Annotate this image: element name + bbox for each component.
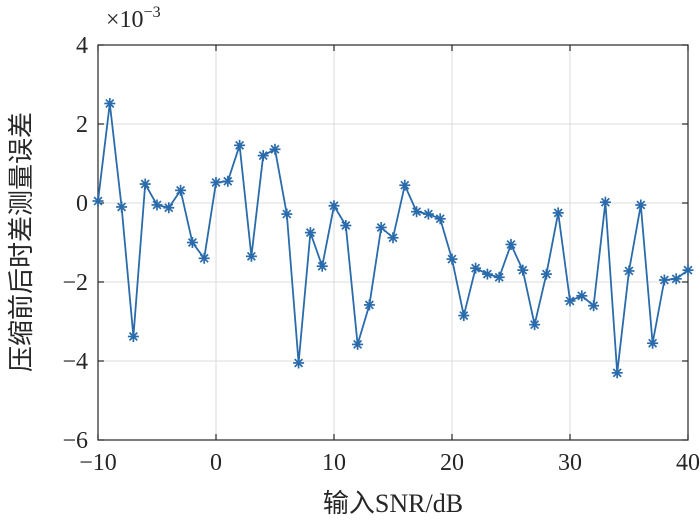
data-point-marker — [552, 207, 564, 219]
data-point-marker — [340, 220, 352, 232]
y-tick-label: 0 — [76, 191, 88, 217]
data-point-marker — [505, 238, 517, 250]
y-tick-label: 2 — [76, 112, 88, 138]
data-point-marker — [411, 206, 423, 218]
grid-lines — [98, 45, 688, 440]
data-point-marker — [375, 221, 387, 233]
data-point-marker — [434, 213, 446, 225]
data-point-marker — [175, 184, 187, 196]
data-point-marker — [316, 260, 328, 272]
tick-labels: −10 0 10 20 30 40 −6 −4 −2 0 2 4 — [62, 33, 700, 476]
data-point-marker — [635, 199, 647, 211]
data-point-marker — [564, 295, 576, 307]
data-point-marker — [387, 232, 399, 244]
x-tick-label: 30 — [558, 450, 582, 476]
data-point-marker — [163, 202, 175, 214]
data-point-marker — [186, 237, 198, 248]
data-point-marker — [281, 208, 293, 220]
data-point-marker — [234, 139, 246, 151]
data-point-marker — [658, 274, 670, 286]
data-point-marker — [599, 196, 611, 208]
y-tick-label: 4 — [76, 33, 88, 59]
data-point-marker — [116, 201, 128, 213]
data-point-marker — [481, 268, 493, 280]
y-exponent-power: −3 — [144, 4, 161, 21]
data-point-marker — [352, 338, 364, 350]
data-point-marker — [245, 250, 257, 262]
data-point-marker — [399, 179, 411, 191]
data-point-marker — [647, 337, 659, 349]
data-point-marker — [210, 176, 222, 188]
data-point-marker — [670, 273, 682, 285]
series-group — [92, 97, 694, 379]
x-tick-label: 40 — [676, 450, 700, 476]
data-point-marker — [328, 200, 340, 212]
data-point-marker — [363, 299, 375, 311]
y-exponent: ×10−3 — [106, 4, 161, 33]
data-point-marker — [540, 268, 552, 280]
data-point-marker — [92, 195, 104, 207]
data-point-marker — [104, 97, 116, 109]
data-point-marker — [576, 290, 588, 302]
data-point-marker — [139, 178, 151, 190]
y-axis-label: 压缩前后时差测量误差 — [7, 112, 36, 372]
data-point-marker — [198, 252, 210, 264]
data-point-marker — [493, 271, 505, 283]
plot-area-border — [97, 44, 689, 441]
data-point-marker — [529, 319, 541, 331]
data-point-marker — [611, 367, 623, 379]
data-point-marker — [222, 175, 234, 187]
data-point-marker — [517, 264, 529, 276]
y-tick-label: −4 — [62, 349, 88, 375]
data-point-marker — [151, 199, 163, 211]
x-axis-label: 输入SNR/dB — [323, 489, 463, 518]
data-point-marker — [446, 253, 458, 265]
data-point-marker — [293, 357, 305, 369]
tick-marks — [97, 44, 689, 441]
y-exponent-base: ×10 — [106, 7, 144, 33]
data-point-marker — [588, 300, 600, 312]
data-point-marker — [127, 331, 139, 343]
data-point-marker — [682, 264, 694, 276]
data-point-marker — [422, 208, 434, 220]
x-tick-label: 10 — [322, 450, 346, 476]
data-point-marker — [623, 265, 635, 277]
x-tick-label: −10 — [79, 450, 117, 476]
data-point-marker — [257, 150, 269, 162]
data-point-marker — [304, 227, 316, 239]
y-tick-label: −6 — [62, 428, 88, 454]
x-tick-label: 20 — [440, 450, 464, 476]
x-tick-label: 0 — [210, 450, 222, 476]
y-tick-label: −2 — [62, 270, 88, 296]
data-point-marker — [458, 310, 470, 322]
data-point-marker — [470, 262, 482, 274]
data-point-marker — [269, 143, 281, 155]
